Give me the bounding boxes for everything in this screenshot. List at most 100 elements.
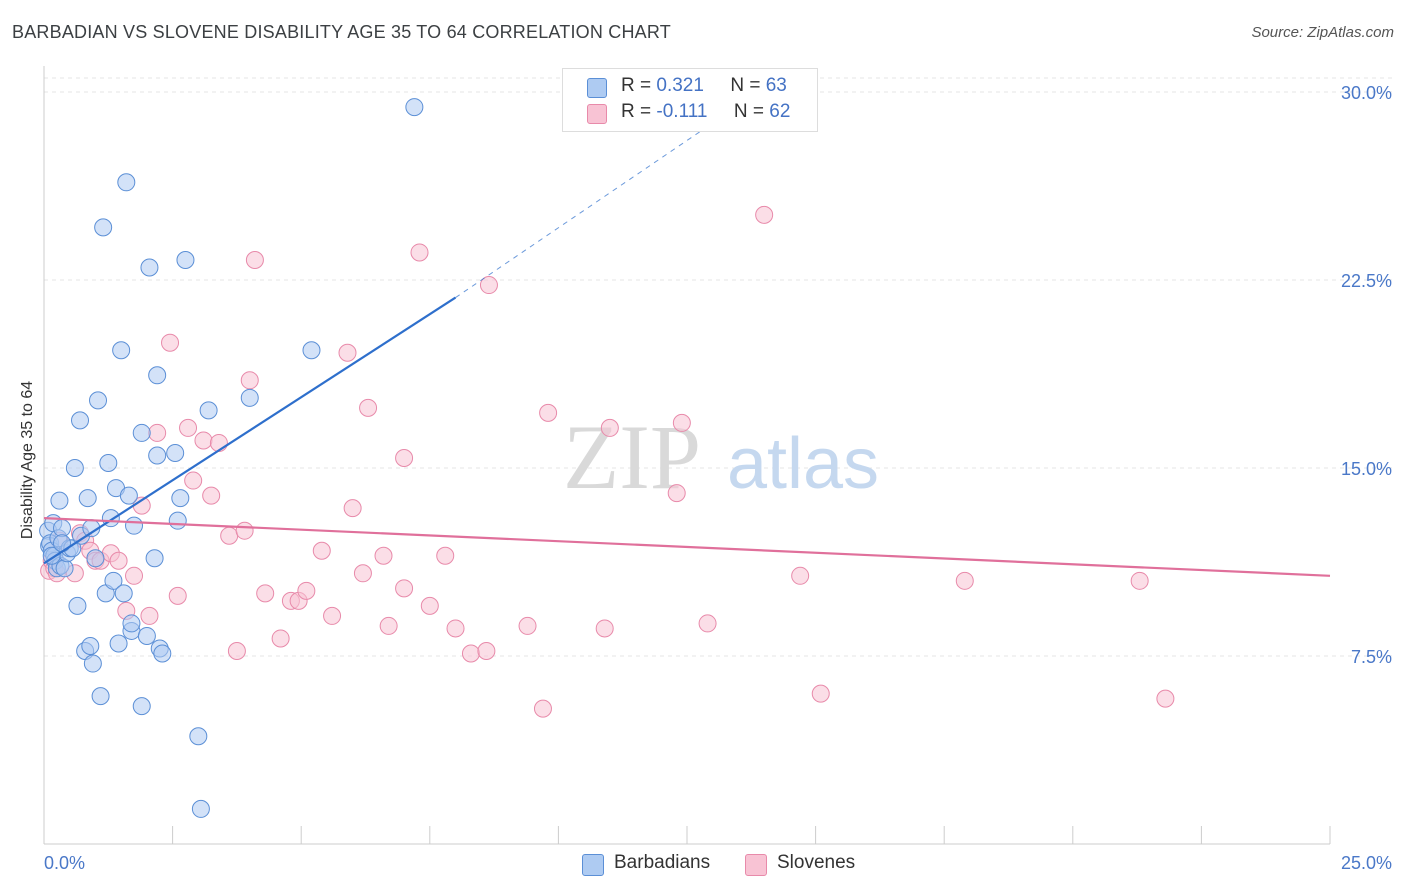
slovene-point[interactable] (791, 566, 810, 585)
slovene-point[interactable] (477, 642, 496, 660)
slovene-point[interactable] (240, 371, 259, 390)
barbadian-point[interactable] (68, 596, 87, 615)
barbadians-points (39, 98, 424, 818)
barbadian-point[interactable] (132, 423, 151, 442)
slovene-point[interactable] (374, 546, 393, 565)
slovene-point[interactable] (533, 699, 552, 718)
barbadian-point[interactable] (153, 644, 172, 663)
slovene-point[interactable] (379, 616, 398, 635)
slovene-point[interactable] (202, 486, 221, 505)
slovene-point[interactable] (245, 250, 264, 269)
slovene-point[interactable] (297, 581, 316, 600)
barbadian-point[interactable] (65, 459, 84, 478)
r-value: 0.321 (656, 75, 704, 96)
barbadian-point[interactable] (240, 388, 259, 407)
slovene-point[interactable] (436, 546, 455, 565)
watermark-atlas: atlas (727, 424, 879, 504)
barbadian-point[interactable] (86, 549, 105, 568)
barbadian-point[interactable] (125, 516, 144, 535)
barbadian-point[interactable] (122, 614, 141, 633)
barbadian-point[interactable] (191, 799, 210, 818)
slovene-point[interactable] (755, 205, 774, 224)
slovene-point[interactable] (179, 418, 198, 437)
barbadian-point[interactable] (104, 571, 123, 590)
slovene-point[interactable] (168, 586, 187, 605)
slovene-point[interactable] (109, 551, 128, 570)
slovene-point[interactable] (353, 564, 372, 583)
slovene-point[interactable] (600, 418, 619, 437)
slovene-point[interactable] (446, 619, 465, 638)
barbadian-point[interactable] (137, 626, 156, 645)
slovene-point[interactable] (235, 521, 254, 540)
barbadian-point[interactable] (199, 401, 218, 420)
slovene-point[interactable] (271, 629, 290, 648)
barbadian-point[interactable] (405, 98, 424, 117)
barbadian-point[interactable] (117, 173, 136, 192)
slovene-point[interactable] (184, 471, 203, 490)
barbadian-point[interactable] (119, 486, 138, 505)
barbadian-point[interactable] (53, 534, 72, 553)
barbadian-point[interactable] (302, 341, 321, 360)
slovene-point[interactable] (539, 403, 558, 422)
slovene-point[interactable] (359, 398, 378, 417)
slovene-point[interactable] (323, 606, 342, 625)
slovene-point[interactable] (338, 343, 357, 362)
barbadian-point[interactable] (109, 634, 128, 653)
barbadian-point[interactable] (78, 489, 97, 508)
barbadian-point[interactable] (71, 411, 90, 430)
barbadian-point[interactable] (81, 636, 100, 655)
slovene-point[interactable] (343, 499, 362, 518)
slovene-point[interactable] (518, 616, 537, 635)
barbadian-point[interactable] (168, 511, 187, 530)
barbadian-point[interactable] (50, 491, 69, 510)
slovene-point[interactable] (220, 526, 239, 545)
barbadian-point[interactable] (166, 443, 185, 462)
slovene-point[interactable] (148, 423, 167, 442)
r-value: -0.111 (656, 101, 708, 122)
barbadian-point[interactable] (189, 727, 208, 746)
barbadian-point[interactable] (148, 446, 167, 465)
barbadian-point[interactable] (94, 218, 113, 237)
slovene-point[interactable] (125, 566, 144, 585)
barbadian-point[interactable] (148, 366, 167, 385)
slovene-point[interactable] (395, 579, 414, 598)
slovene-point[interactable] (227, 642, 246, 660)
slovene-point[interactable] (1156, 689, 1175, 708)
slovene-point[interactable] (395, 449, 414, 467)
barbadian-point[interactable] (55, 559, 74, 578)
slovene-point[interactable] (140, 606, 159, 625)
slovene-point[interactable] (595, 619, 614, 638)
slovene-point[interactable] (194, 431, 213, 450)
r-label: R = (621, 101, 652, 122)
barbadian-point[interactable] (114, 584, 133, 603)
barbadian-point[interactable] (171, 489, 190, 508)
slovene-point[interactable] (811, 684, 830, 703)
barbadian-point[interactable] (83, 654, 102, 673)
slovene-point[interactable] (161, 333, 180, 352)
x-tick-label: 25.0% (1341, 853, 1392, 873)
barbadian-point[interactable] (112, 341, 131, 360)
slovene-point[interactable] (479, 276, 498, 295)
barbadian-point[interactable] (145, 549, 164, 568)
slovene-point[interactable] (667, 484, 686, 503)
slovene-point[interactable] (698, 614, 717, 633)
slovene-point[interactable] (209, 433, 228, 452)
barbadians-trend-extension (455, 101, 744, 298)
barbadian-point[interactable] (176, 250, 195, 269)
barbadian-point[interactable] (140, 258, 159, 277)
slovene-point[interactable] (461, 644, 480, 663)
barbadian-point[interactable] (53, 519, 72, 538)
slovene-point[interactable] (420, 596, 439, 615)
barbadian-point[interactable] (99, 454, 118, 473)
slovene-point[interactable] (955, 571, 974, 590)
slovene-point[interactable] (1130, 571, 1149, 590)
slovene-point[interactable] (256, 584, 275, 603)
legend-swatch-pink (745, 854, 767, 876)
slovene-point[interactable] (672, 413, 691, 432)
barbadian-point[interactable] (132, 697, 151, 716)
barbadian-point[interactable] (91, 687, 110, 706)
slovene-point[interactable] (410, 243, 429, 262)
barbadian-point[interactable] (89, 391, 108, 410)
slovene-point[interactable] (312, 541, 331, 560)
